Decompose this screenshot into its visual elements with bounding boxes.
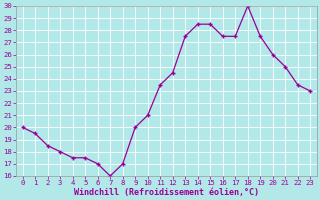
- X-axis label: Windchill (Refroidissement éolien,°C): Windchill (Refroidissement éolien,°C): [74, 188, 259, 197]
